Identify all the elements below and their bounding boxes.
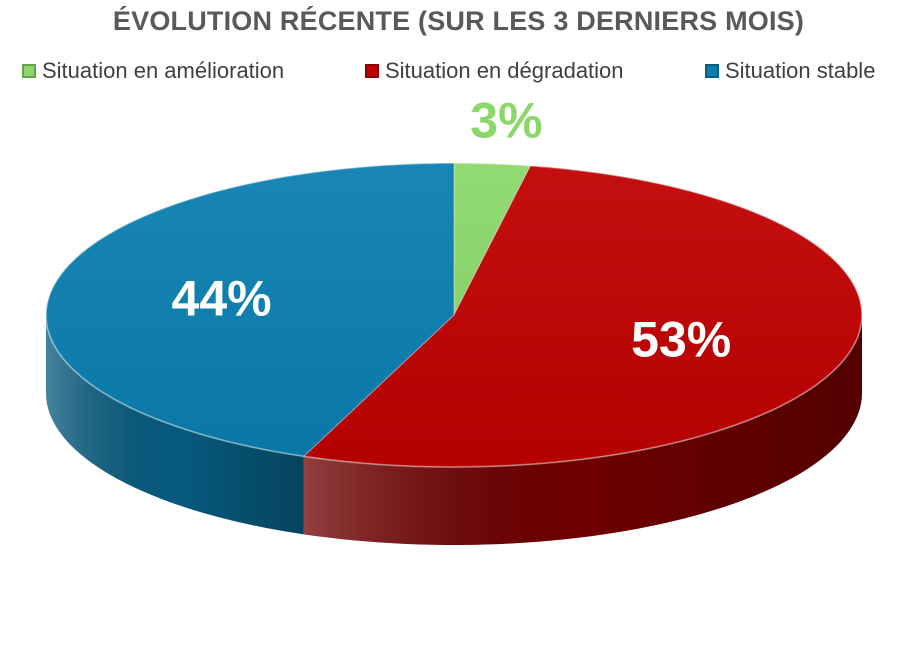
pie-label-situation-en-degradation: 53% (631, 312, 731, 368)
legend-label-stable: Situation stable (725, 58, 876, 83)
pie-top-rim (45, 162, 863, 468)
legend-item-stable: Situation stable (705, 58, 875, 84)
pie-label-situation-en-amelioration: 3% (470, 93, 542, 149)
legend-item-degradation: Situation en dégradation (365, 58, 624, 84)
legend-swatch-stable (705, 64, 719, 78)
pie-tops (45, 162, 863, 468)
legend-swatch-degradation (365, 64, 379, 78)
legend-item-amelioration: Situation en amélioration (22, 58, 284, 84)
pie-label-situation-stable: 44% (172, 271, 272, 327)
pie-sides (46, 315, 862, 545)
legend-swatch-amelioration (22, 64, 36, 78)
legend: Situation en amélioration Situation en d… (0, 58, 917, 88)
legend-label-amelioration: Situation en amélioration (42, 58, 285, 83)
chart-title: ÉVOLUTION RÉCENTE (SUR LES 3 DERNIERS MO… (112, 6, 805, 36)
pie-labels: 3% 53% 44% (172, 93, 732, 368)
pie-side-shade-situation-en-degradation (303, 315, 862, 545)
legend-label-degradation: Situation en dégradation (385, 58, 624, 83)
pie-side-shade-situation-stable (46, 315, 304, 535)
